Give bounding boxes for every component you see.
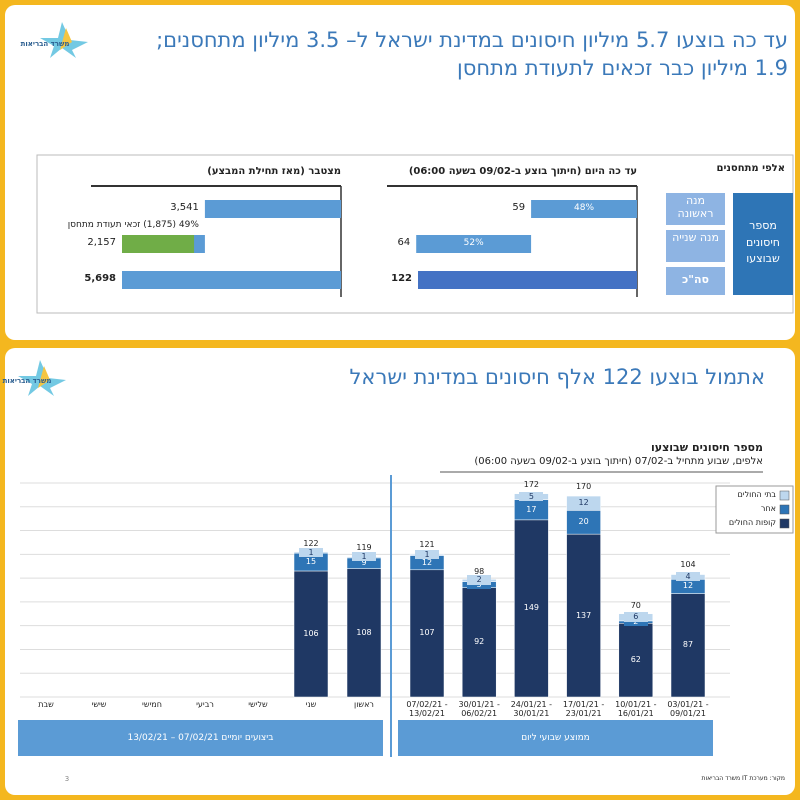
segment-label: 12: [415, 557, 439, 567]
total-label: 122: [303, 538, 319, 548]
x-tick-label: 30/01/21 - 06/02/21: [458, 700, 500, 719]
legend-swatch: [779, 504, 790, 515]
bar-segment: [461, 587, 497, 698]
bar: [416, 235, 532, 253]
bar-segment: [566, 533, 601, 698]
segment-label: 1: [299, 547, 323, 557]
bar-segment: [293, 570, 329, 698]
x-tick-label: שבת: [38, 700, 54, 709]
slide-title: 1.9 מיליון כבר זכאים לתעודת מתחסן: [457, 56, 788, 80]
value-label: 64: [397, 237, 411, 248]
x-tick-label: רביעי: [196, 700, 214, 709]
slide-title: אתמול בוצעו 122 אלף חיסונים במדינת ישראל: [349, 365, 766, 389]
share-label: 52%: [463, 238, 484, 248]
bar: [418, 271, 637, 289]
x-tick-label: 03/01/21 - 09/01/21: [667, 700, 709, 719]
x-tick-label: 17/01/21 - 23/01/21: [562, 700, 605, 719]
total-label: 70: [630, 600, 641, 610]
segment-label: 107: [419, 628, 435, 638]
segment-label: 4: [676, 571, 700, 582]
segment-label: 6: [623, 612, 648, 622]
value-label: 3,541: [170, 202, 199, 213]
x-tick-label: 10/01/21 - 16/01/21: [615, 700, 657, 719]
x-tick-label: שני: [305, 700, 317, 709]
chart-title: מספר חיסונים שבוצעו: [651, 441, 763, 454]
row-group-label: מספר חיסונים שבוצעו: [746, 219, 780, 265]
segment-label: 1: [415, 549, 439, 560]
legend-label: אחר: [760, 504, 776, 513]
x-tick-label: 07/02/21 - 13/02/21: [406, 700, 448, 719]
bar-segment: [670, 593, 706, 698]
legend-label: בתי החולים: [737, 490, 777, 499]
segment-label: 17: [519, 504, 544, 514]
x-tick-label: 24/01/21 - 30/01/21: [510, 700, 553, 719]
legend-label: קופות החולים: [728, 518, 776, 527]
x-tick-label: שישי: [91, 700, 107, 709]
total-label: 121: [419, 540, 435, 550]
x-tick-label: ראשון: [354, 700, 374, 709]
legend-swatch: [779, 518, 790, 529]
total-label: 170: [575, 481, 592, 491]
segment-label: 15: [299, 557, 323, 567]
source-note: מקור: מערכת IT משרד הבריאות: [701, 775, 785, 782]
total-label: 172: [523, 479, 540, 489]
column-header: עד כה היום (חיתוך בוצע ב-09/02 בשעה 06:0…: [408, 166, 637, 177]
logo-icon: [18, 22, 88, 396]
group-bar: [398, 720, 713, 756]
bar: [122, 271, 341, 289]
value-label: 2,157: [87, 237, 116, 248]
segment-label: 149: [523, 603, 540, 613]
value-label: 122: [391, 273, 412, 284]
value-label: 59: [512, 202, 526, 213]
segment-label: 12: [676, 581, 700, 591]
x-tick-label: חמישי: [142, 700, 162, 709]
row-label: מנה שנייה: [672, 231, 719, 244]
segment-label: 92: [474, 637, 485, 647]
share-label: 48%: [574, 203, 595, 213]
segment-label: 2: [467, 575, 492, 585]
segment-label: 20: [571, 517, 596, 527]
row-label-box: [666, 230, 725, 262]
row-label-box: [666, 193, 725, 225]
eligible-bar: [122, 235, 195, 253]
row-group-box: [733, 193, 793, 295]
segment-label: 5: [519, 491, 544, 501]
bar: [531, 200, 637, 218]
group-label: ביצועים יומיים 07/02/21 – 13/02/21: [127, 733, 274, 743]
segment-label: 2: [623, 617, 648, 627]
group-bar: [18, 720, 383, 756]
segment-label: 87: [682, 640, 694, 650]
row-label-box: [666, 267, 725, 295]
x-tick-label: שלישי: [248, 700, 268, 709]
bar-segment: [618, 623, 654, 698]
bar: [204, 200, 341, 218]
table-header: אלפי מתחסנים: [716, 163, 785, 174]
segment-label: 137: [575, 610, 592, 620]
logo-text: משרד הבריאות: [2, 377, 52, 385]
slide-title: עד כה בוצעו 5.7 מיליון חיסונים במדינת יש…: [156, 28, 788, 52]
logo-text: משרד הבריאות: [20, 40, 70, 48]
total-label: 119: [356, 542, 372, 552]
page-number: 3: [64, 775, 70, 783]
chart-subtitle: אלפים, שבוע מתחיל ב-07/02 (חיתוך בוצע ב-…: [474, 456, 763, 467]
row-label: מנה ראשונה: [677, 194, 714, 220]
bar-segment: [346, 568, 382, 698]
segment-label: 108: [356, 627, 372, 637]
segment-label: 62: [630, 655, 641, 665]
eligible-label: 49% (1,875) זכאי תעודת מתחסן: [67, 220, 199, 230]
value-label: 5,698: [84, 273, 116, 284]
segment-label: 106: [303, 628, 319, 638]
row-label: סה"כ: [682, 273, 709, 286]
group-label: ממוצע שבועי ליום: [521, 733, 590, 743]
total-label: 98: [474, 567, 485, 577]
legend-swatch: [779, 490, 790, 501]
segment-label: 9: [352, 558, 376, 568]
total-label: 104: [680, 560, 696, 570]
segment-label: 12: [571, 498, 596, 508]
segment-label: 1: [352, 552, 376, 562]
column-header: מצטבר (מאז תחילת המבצע): [207, 166, 341, 177]
slide-panel: [5, 5, 795, 340]
